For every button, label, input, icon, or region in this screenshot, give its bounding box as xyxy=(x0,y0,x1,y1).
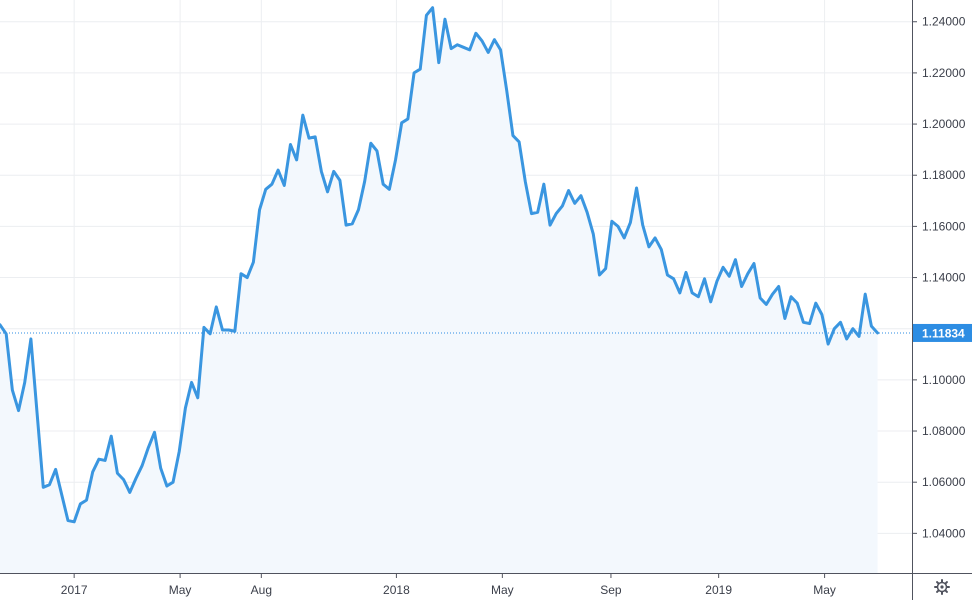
x-tick-label: May xyxy=(813,583,836,597)
gear-hub xyxy=(940,585,944,589)
x-tick-label: May xyxy=(491,583,514,597)
y-tick-label: 1.06000 xyxy=(922,475,966,489)
last-price-label: 1.11834 xyxy=(913,323,972,342)
gear-icon[interactable] xyxy=(934,579,950,595)
y-tick-label: 1.22000 xyxy=(922,66,966,80)
price-area-fill xyxy=(0,7,878,574)
x-tick-label: 2018 xyxy=(383,583,410,597)
x-tick-label: 2019 xyxy=(705,583,732,597)
y-tick-label: 1.16000 xyxy=(922,219,966,233)
x-tick-label: Aug xyxy=(251,583,272,597)
last-price-label-bg xyxy=(913,323,972,342)
x-tick-label: Sep xyxy=(600,583,622,597)
last-price-label-text: 1.11834 xyxy=(922,326,965,340)
y-tick-label: 1.24000 xyxy=(922,15,966,29)
price-axis[interactable]: 1.040001.060001.080001.100001.120001.140… xyxy=(912,15,966,541)
y-tick-label: 1.04000 xyxy=(922,526,966,540)
x-tick-label: 2017 xyxy=(61,583,88,597)
y-tick-label: 1.08000 xyxy=(922,424,966,438)
x-tick-label: May xyxy=(169,583,192,597)
y-tick-label: 1.14000 xyxy=(922,271,966,285)
y-tick-label: 1.18000 xyxy=(922,168,966,182)
y-tick-label: 1.10000 xyxy=(922,373,966,387)
price-line-series[interactable] xyxy=(0,6,880,524)
time-axis[interactable]: 2017 May Aug 2018 May Sep 2019 May xyxy=(61,573,836,597)
y-tick-label: 1.20000 xyxy=(922,117,966,131)
